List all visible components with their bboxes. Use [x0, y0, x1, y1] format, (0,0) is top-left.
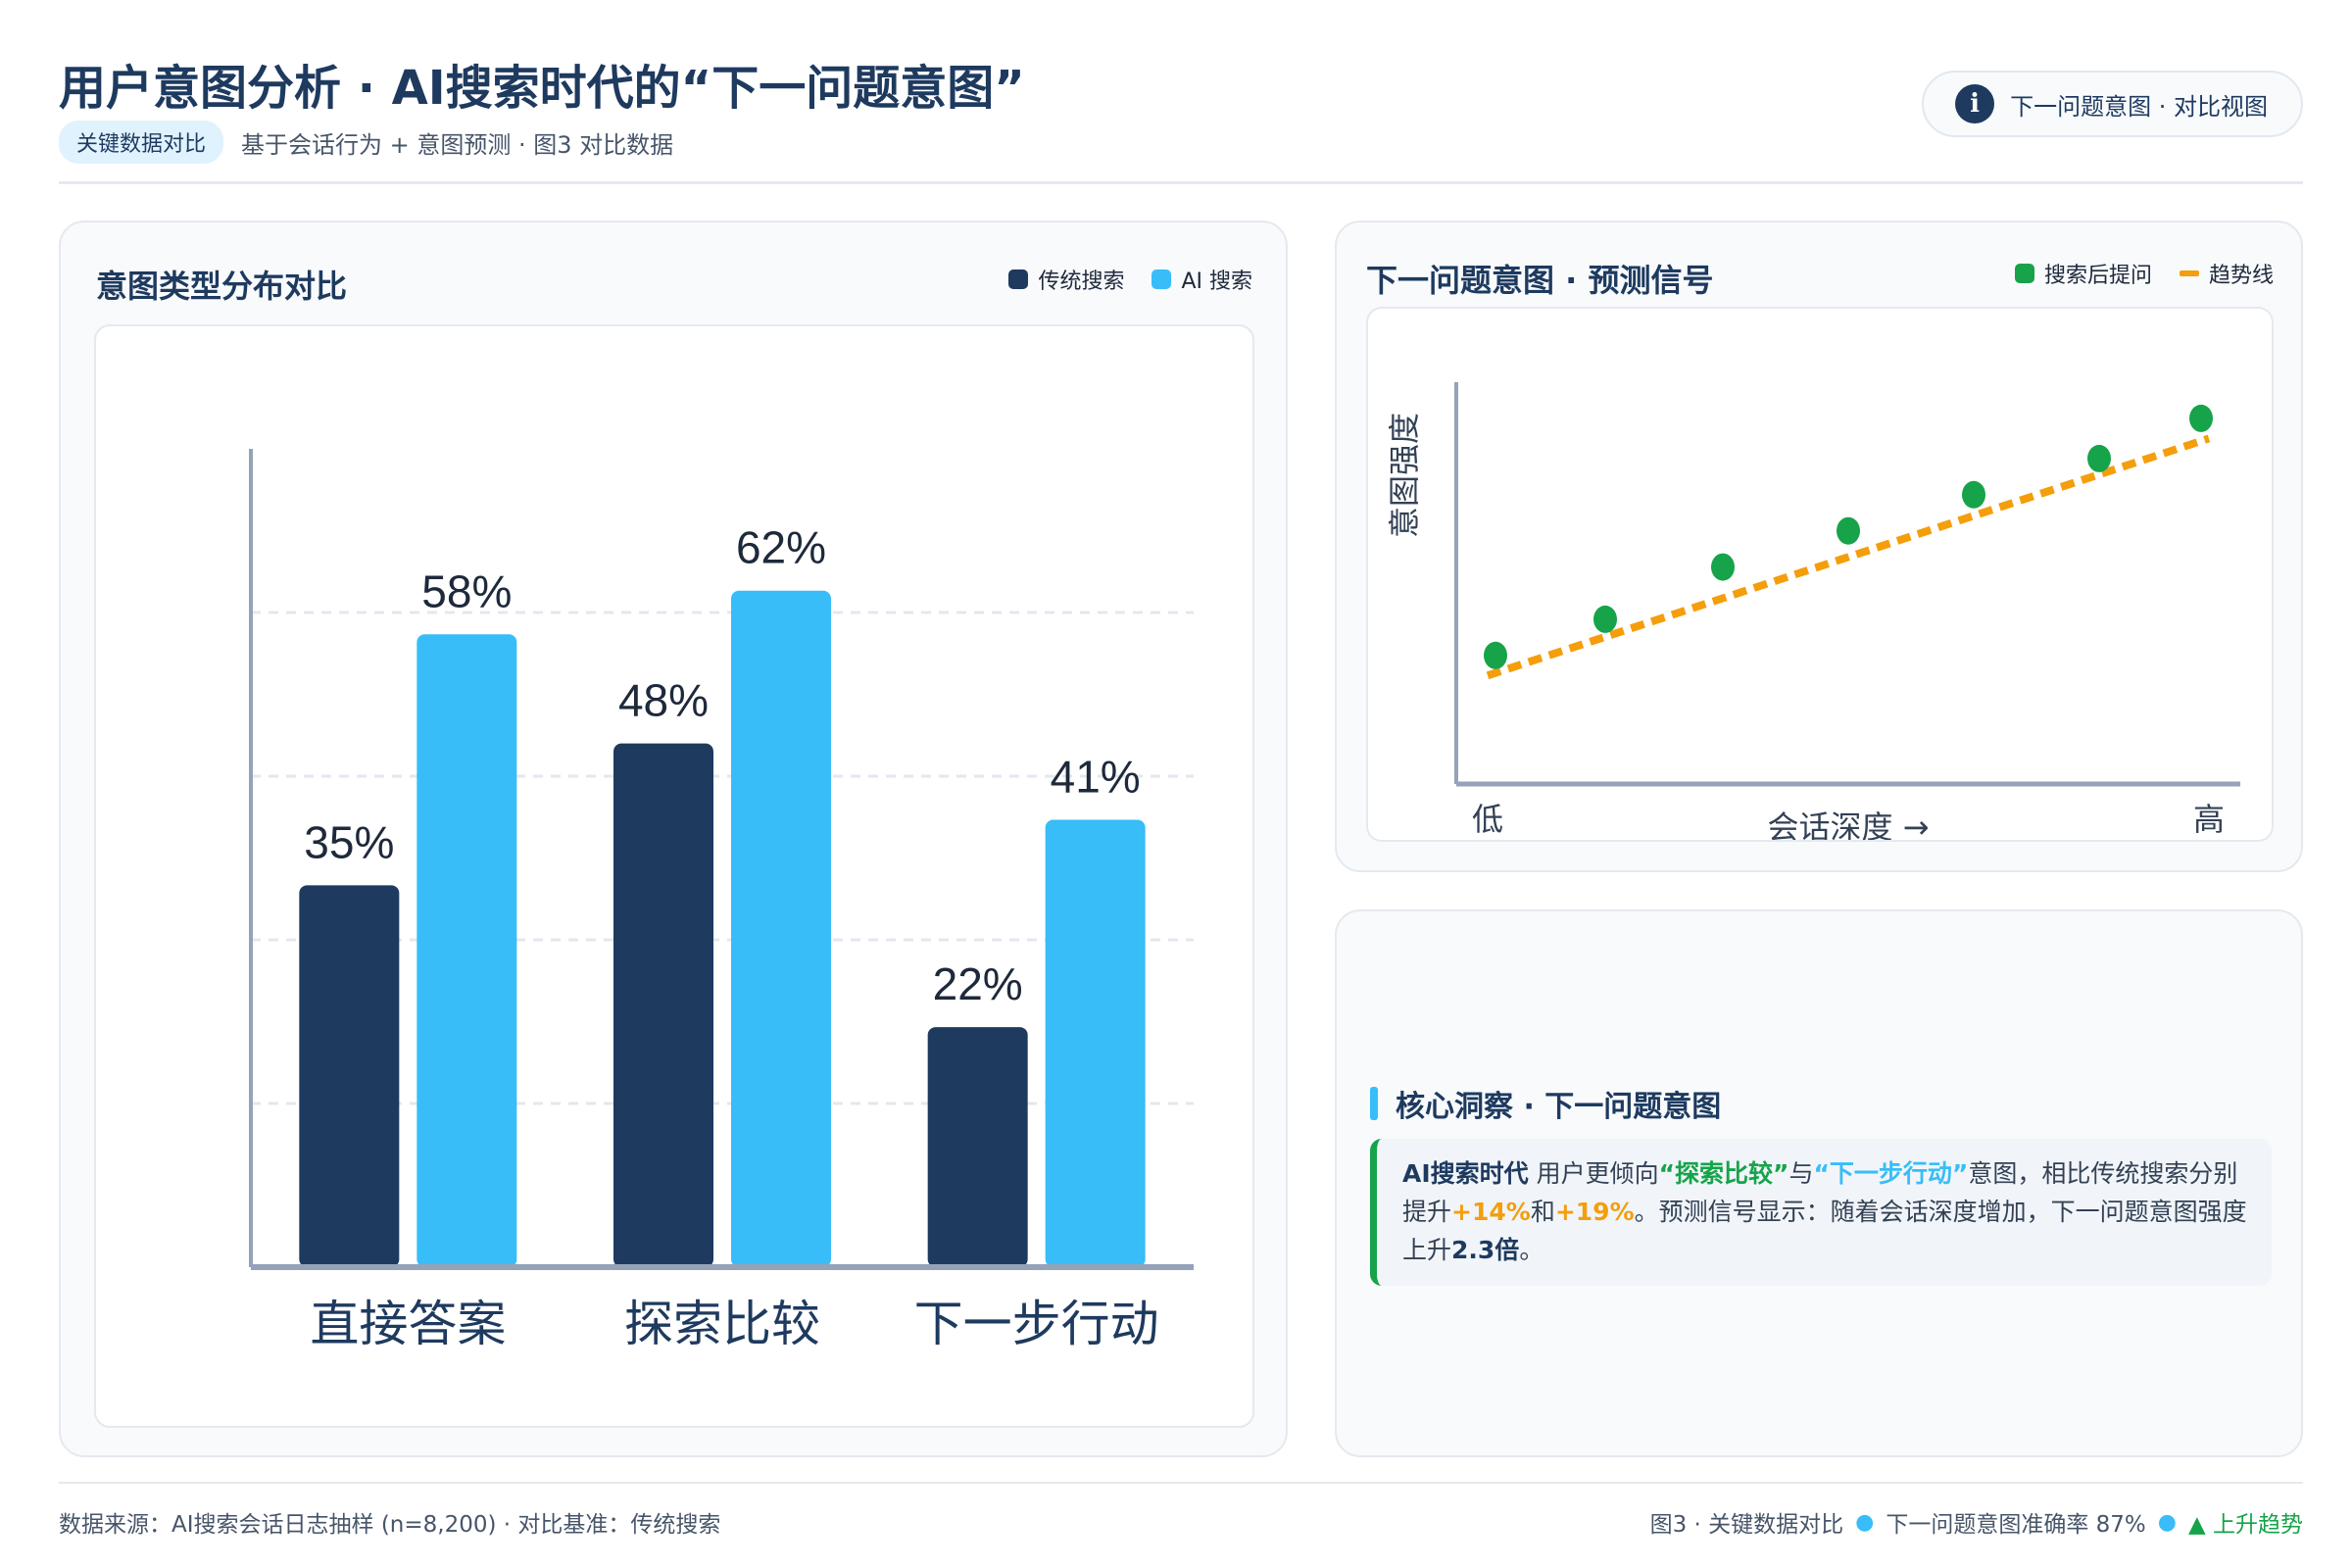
legend-item-points: 搜索后提问	[2014, 258, 2152, 289]
legend-swatch-points	[2014, 264, 2034, 283]
bar-value-label: 41%	[1051, 752, 1141, 803]
insight-t6: 。	[1519, 1236, 1544, 1264]
bar-ai	[416, 634, 517, 1267]
x-tick-label: 直接答案	[310, 1296, 506, 1352]
x-tick-low: 低	[1472, 801, 1503, 838]
scatter-chart-panel: 意图强度低 高 会话深度 →	[1366, 307, 2274, 846]
x-axis-label: 会话深度 →	[1768, 808, 1930, 840]
legend-item-ai: AI 搜索	[1152, 264, 1252, 295]
insight-highlight-next: “下一步行动”	[1813, 1159, 1969, 1188]
x-tick-label: 探索比较	[624, 1296, 820, 1352]
footer-separator-dot: ●	[2157, 1509, 2177, 1535]
bar-chart-title: 意图类型分布对比	[96, 268, 348, 305]
legend-swatch-traditional	[1008, 270, 1029, 289]
insight-card: 核心洞察 · 下一问题意图 AI搜索时代 用户更倾向“探索比较”与“下一步行动”…	[1335, 909, 2303, 1457]
subtitle-row: 关键数据对比 基于会话行为 + 意图预测 · 图3 对比数据	[59, 121, 674, 164]
footer-separator-dot: ●	[1855, 1509, 1875, 1535]
scatter-chart-card: 下一问题意图 · 预测信号 搜索后提问 趋势线 意图强度低 高 会话深度 →	[1335, 220, 2303, 872]
bar-value-label: 48%	[618, 675, 709, 726]
legend-item-traditional: 传统搜索	[1008, 264, 1124, 295]
insight-t2: 与	[1788, 1159, 1814, 1188]
bar-chart-card: 意图类型分布对比 传统搜索 AI 搜索 35% 58% 直接答案 48% 62% 探索比较…	[59, 220, 1288, 1457]
bar-chart-legend: 传统搜索 AI 搜索	[981, 264, 1252, 295]
legend-swatch-trend	[2179, 270, 2199, 276]
pill-label: 下一问题意图 · 对比视图	[2010, 92, 2268, 121]
trend-line	[1486, 434, 2211, 680]
insight-title: 核心洞察 · 下一问题意图	[1370, 1082, 1721, 1125]
insight-t1: 用户更倾向	[1528, 1159, 1659, 1188]
legend-swatch-ai	[1152, 270, 1172, 289]
bar-ai	[1045, 819, 1146, 1267]
page-title: 用户意图分析 · AI搜索时代的“下一问题意图”	[59, 61, 1025, 116]
bar-traditional	[927, 1027, 1028, 1267]
bar-chart-panel: 35% 58% 直接答案 48% 62% 探索比较 22% 41% 下一步行动	[94, 324, 1254, 1428]
footer-accuracy: 下一问题意图准确率 87%	[1886, 1512, 2146, 1538]
scatter-point	[1962, 480, 1985, 509]
page-footer: 数据来源：AI搜索会话日志抽样 (n=8,200) · 对比基准：传统搜索 图3…	[59, 1482, 2303, 1538]
scatter-point	[1837, 516, 1860, 545]
insight-highlight-explore: “探索比较”	[1658, 1159, 1789, 1188]
insight-lead: AI搜索时代	[1402, 1159, 1529, 1188]
scatter-point	[1711, 553, 1735, 581]
insight-pct-1: +14%	[1451, 1198, 1531, 1226]
bar-value-label: 62%	[736, 522, 826, 573]
footer-source: 数据来源：AI搜索会话日志抽样 (n=8,200) · 对比基准：传统搜索	[59, 1512, 721, 1538]
insight-t4: 和	[1530, 1198, 1555, 1226]
legend-item-trend: 趋势线	[2179, 258, 2274, 289]
x-tick-label: 下一步行动	[914, 1296, 1159, 1352]
insight-text: AI搜索时代 用户更倾向“探索比较”与“下一步行动”意图，相比传统搜索分别提升+…	[1370, 1139, 2272, 1286]
footer-meta: 图3 · 关键数据对比 ● 下一问题意图准确率 87% ● ▲ 上升趋势	[1650, 1505, 2303, 1539]
subtitle-tag: 关键数据对比	[59, 121, 224, 164]
insight-t3: 意图，相比传统搜索分别提升	[1402, 1159, 2238, 1226]
bar-value-label: 22%	[933, 958, 1023, 1009]
legend-label-trend: 趋势线	[2208, 264, 2274, 288]
y-axis-label: 意图强度	[1386, 413, 1423, 538]
insight-t5: 。预测信号显示：随着会话深度增加，下一问题意图强度上升	[1402, 1198, 2247, 1264]
bar-value-label: 35%	[304, 816, 394, 867]
scatter-point	[1593, 605, 1617, 633]
footer-figure: 图3 · 关键数据对比	[1649, 1512, 1844, 1538]
legend-label-ai: AI 搜索	[1181, 270, 1252, 294]
x-tick-high: 高	[2193, 801, 2225, 838]
page-header: 用户意图分析 · AI搜索时代的“下一问题意图” 关键数据对比 基于会话行为 +…	[59, 49, 2303, 184]
insight-title-text: 核心洞察 · 下一问题意图	[1396, 1090, 1722, 1124]
footer-trend: ▲ 上升趋势	[2188, 1512, 2303, 1538]
legend-label-points: 搜索后提问	[2043, 264, 2152, 288]
insight-pct-2: +19%	[1554, 1198, 1635, 1226]
scatter-point	[2189, 404, 2213, 432]
bar-chart: 35% 58% 直接答案 48% 62% 探索比较 22% 41% 下一步行动	[249, 449, 1194, 1352]
view-toggle-pill[interactable]: i 下一问题意图 · 对比视图	[1922, 71, 2303, 137]
bar-value-label: 58%	[421, 565, 512, 616]
info-icon: i	[1955, 84, 1995, 123]
insight-multiplier: 2.3倍	[1451, 1236, 1520, 1264]
bar-ai	[731, 590, 831, 1267]
scatter-point	[1484, 641, 1507, 669]
insight-accent-bar	[1370, 1087, 1378, 1120]
scatter-chart-legend: 搜索后提问 趋势线	[1987, 258, 2274, 289]
bar-traditional	[299, 885, 400, 1267]
legend-label-traditional: 传统搜索	[1038, 270, 1125, 294]
bar-traditional	[613, 743, 713, 1267]
subtitle-text: 基于会话行为 + 意图预测 · 图3 对比数据	[241, 130, 674, 159]
scatter-chart-title: 下一问题意图 · 预测信号	[1366, 262, 1714, 299]
scatter-point	[2087, 444, 2111, 472]
